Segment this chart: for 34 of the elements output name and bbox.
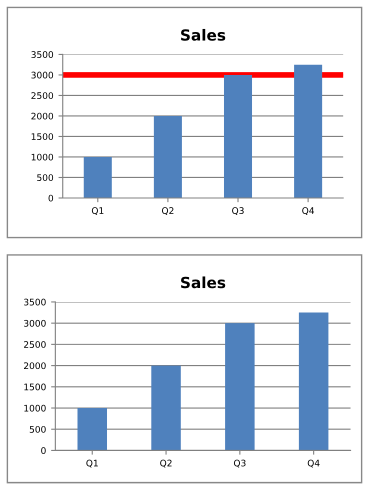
bar [225,323,255,450]
x-tick-label: Q1 [86,460,98,468]
x-tick-label: Q4 [302,207,314,216]
y-tick-label: 3500 [24,298,46,306]
y-tick-label: 0 [48,194,54,202]
y-tick-label: 3500 [31,51,54,58]
y-tick-label: 2000 [24,362,46,370]
bar [151,366,181,450]
y-tick-label: 0 [41,447,46,454]
x-tick-label: Q4 [308,460,320,468]
y-tick-label: 1500 [32,133,54,140]
y-tick-label: 2500 [31,92,54,100]
y-tick-label: 500 [37,174,54,182]
x-tick-label: Q2 [160,460,172,468]
bar [224,74,252,198]
x-tick-label: Q2 [162,207,174,216]
y-tick-label: 1000 [24,404,46,412]
y-tick-label: 3000 [31,72,54,79]
bar [154,116,182,198]
y-tick-label: 500 [30,426,46,433]
y-tick-label: 2500 [24,341,46,348]
bar [84,156,112,198]
bar [77,408,108,450]
x-tick-label: Q3 [234,460,246,468]
chart-title: Sales [181,28,226,41]
bar [294,64,322,198]
y-tick-label: 1500 [24,384,46,390]
chart-title: Sales [181,276,226,288]
x-tick-label: Q3 [232,207,244,216]
bar [298,312,328,450]
y-tick-label: 3000 [24,320,46,327]
x-tick-label: Q1 [92,207,104,216]
y-tick-label: 1000 [32,154,54,161]
y-tick-label: 2000 [31,112,54,120]
